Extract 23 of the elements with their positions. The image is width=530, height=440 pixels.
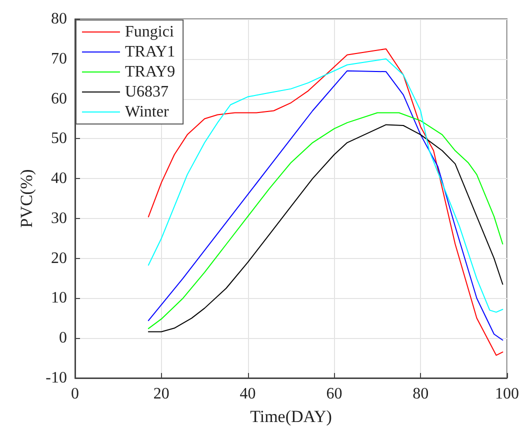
y-tick-label: -10 xyxy=(46,370,67,386)
x-tick-label: 60 xyxy=(326,386,342,402)
legend-label: Fungici xyxy=(125,24,174,40)
x-tick-label: 40 xyxy=(240,386,256,402)
y-tick-label: 60 xyxy=(51,90,67,108)
y-tick-label: 20 xyxy=(51,250,67,267)
y-tick-label: 80 xyxy=(51,10,67,28)
legend-label: TRAY1 xyxy=(125,44,176,60)
y-tick-label: 70 xyxy=(51,50,67,68)
legend-label: TRAY9 xyxy=(125,64,176,80)
legend-label: U6837 xyxy=(125,84,169,100)
y-tick-label: 50 xyxy=(51,130,67,148)
y-axis-title: PVC(%) xyxy=(16,169,36,228)
x-tick-label: 100 xyxy=(495,386,519,402)
legend-label: Winter xyxy=(125,104,170,120)
y-tick-label: 40 xyxy=(51,170,67,188)
y-tick-label: 0 xyxy=(59,330,67,347)
y-tick-label: 10 xyxy=(51,290,67,307)
x-tick-label: 0 xyxy=(71,386,79,402)
y-tick-label: 30 xyxy=(51,210,67,227)
x-tick-label: 20 xyxy=(153,386,170,402)
x-tick-label: 80 xyxy=(412,386,429,402)
x-axis-title: Time(DAY) xyxy=(250,407,332,426)
